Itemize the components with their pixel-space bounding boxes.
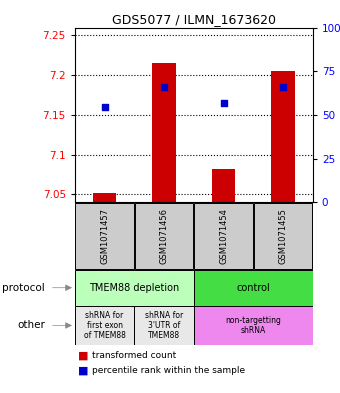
Text: TMEM88 depletion: TMEM88 depletion xyxy=(89,283,180,293)
Text: percentile rank within the sample: percentile rank within the sample xyxy=(92,366,245,375)
Text: shRNA for
first exon
of TMEM88: shRNA for first exon of TMEM88 xyxy=(84,310,125,340)
Text: control: control xyxy=(236,283,270,293)
Bar xyxy=(135,203,193,269)
Point xyxy=(221,100,226,106)
Bar xyxy=(134,306,194,345)
Bar xyxy=(194,270,313,306)
Bar xyxy=(254,203,312,269)
Text: protocol: protocol xyxy=(2,283,45,293)
Point xyxy=(280,84,286,90)
Bar xyxy=(152,63,176,202)
Text: GSM1071455: GSM1071455 xyxy=(278,208,288,264)
Text: transformed count: transformed count xyxy=(92,351,176,360)
Bar xyxy=(92,193,116,202)
Text: GSM1071457: GSM1071457 xyxy=(100,208,109,264)
Bar xyxy=(211,169,235,202)
Bar xyxy=(75,203,134,269)
Point xyxy=(161,84,167,90)
Bar xyxy=(194,306,313,345)
Text: ■: ■ xyxy=(78,366,89,376)
Bar xyxy=(75,306,134,345)
Text: shRNA for
3'UTR of
TMEM88: shRNA for 3'UTR of TMEM88 xyxy=(145,310,183,340)
Point xyxy=(102,104,107,110)
Text: GSM1071454: GSM1071454 xyxy=(219,208,228,264)
Bar xyxy=(271,71,295,202)
Title: GDS5077 / ILMN_1673620: GDS5077 / ILMN_1673620 xyxy=(112,13,276,26)
Bar xyxy=(75,270,194,306)
Text: non-targetting
shRNA: non-targetting shRNA xyxy=(225,316,281,335)
Text: ■: ■ xyxy=(78,350,89,360)
Text: GSM1071456: GSM1071456 xyxy=(159,208,169,264)
Bar xyxy=(194,203,253,269)
Text: other: other xyxy=(17,320,45,331)
